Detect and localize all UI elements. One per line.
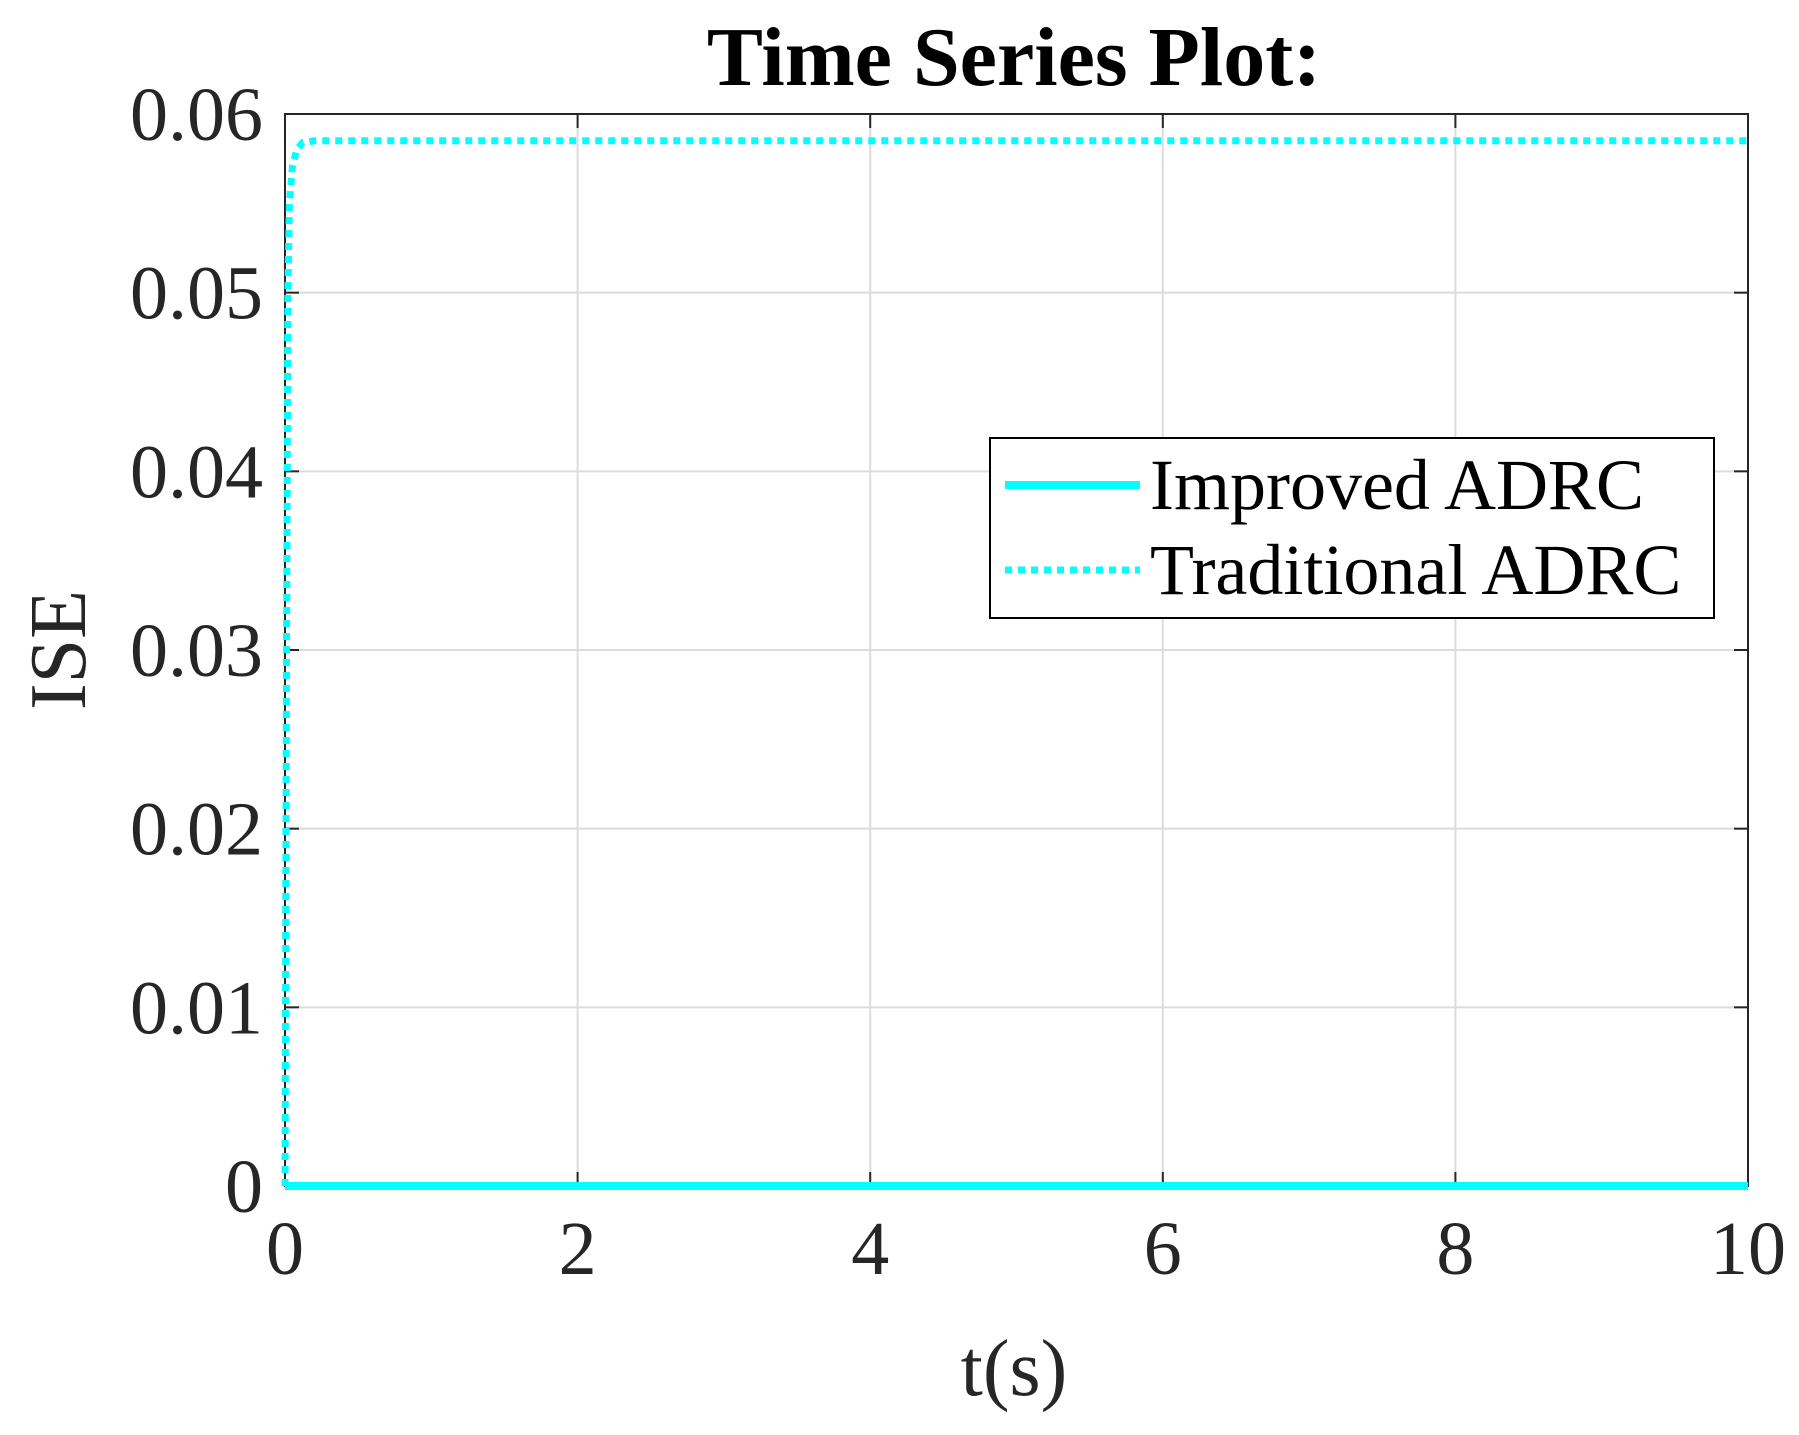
x-tick-label: 4 — [851, 1207, 889, 1291]
y-tick-label: 0.01 — [130, 966, 263, 1050]
y-tick-label: 0.03 — [130, 609, 263, 693]
x-tick-label: 2 — [559, 1207, 597, 1291]
y-axis-label: ISE — [15, 590, 103, 710]
y-tick-label: 0.06 — [130, 73, 263, 157]
y-tick-label: 0 — [225, 1145, 263, 1229]
x-tick-label: 6 — [1144, 1207, 1182, 1291]
grid — [284, 113, 1749, 1187]
y-tick-label: 0.04 — [130, 430, 263, 514]
x-tick-label: 0 — [266, 1207, 304, 1291]
legend-label-2: Traditional ADRC — [1150, 530, 1681, 610]
ticks: 0 2 4 6 8 10 0 0.01 0.02 0.03 0.04 0.05 0.06 — [130, 73, 1786, 1291]
y-tick-label: 0.05 — [130, 252, 263, 336]
x-tick-label: 8 — [1436, 1207, 1474, 1291]
chart-title: Time Series Plot: — [707, 11, 1321, 104]
x-tick-label: 10 — [1710, 1207, 1786, 1291]
series-lines — [281, 137, 1748, 1190]
legend-box — [989, 437, 1715, 619]
y-tick-label: 0.02 — [130, 788, 263, 872]
x-axis-label: t(s) — [961, 1325, 1068, 1413]
series-line-2 — [281, 137, 1748, 1187]
legend-label-1: Improved ADRC — [1150, 445, 1644, 525]
